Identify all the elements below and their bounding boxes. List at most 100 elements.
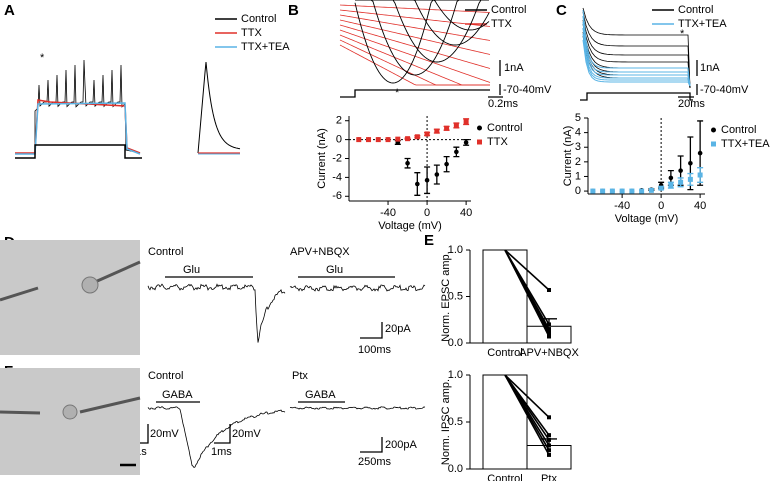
point [463,119,469,125]
y-tick-label: 1.0 [448,244,463,256]
trace [582,9,691,87]
trace [15,144,142,159]
y-axis-label: Norm. IPSC amp. [440,379,452,465]
agonist: GABA [162,389,193,401]
y-tick-label: -4 [332,171,342,183]
trace [339,14,491,41]
y-tick-label: 2 [336,115,342,127]
scale-label: 250ms [358,456,392,468]
scale-label: -70-40mV [503,84,552,96]
paired-line [504,249,550,291]
point [405,136,411,142]
legend-label: TTX+TEA [678,18,727,30]
legend-marker [477,125,482,131]
point [415,181,420,187]
trace [582,15,691,87]
y-axis-label: Current (nA) [562,126,574,187]
x-tick-label: -40 [614,200,630,212]
legend-label: TTX+TEA [721,138,770,150]
panel-label: A [4,2,15,19]
legend-label: Control [241,13,276,25]
y-tick-label: 3 [575,141,581,153]
point [590,188,596,194]
y-axis-label: Norm. EPSC amp. [440,251,452,341]
scale-bars [124,60,698,453]
point [678,179,684,185]
scale-bar [124,60,698,453]
point [434,128,440,134]
y-tick-label: 0.0 [448,463,463,475]
point [434,172,440,177]
agonist: Glu [183,264,200,276]
point [547,433,551,438]
trace [197,61,241,154]
point [609,188,615,194]
x-tick-label: 0 [424,207,430,219]
trace [15,102,141,155]
panel-label: E [424,232,434,249]
condition: APV+NBQX [290,246,350,258]
legend-marker [711,127,716,133]
trace [582,27,691,87]
pipette [0,260,141,415]
scale-label: 100ms [358,344,392,356]
trace [339,24,491,69]
trace [339,34,490,86]
trace [582,21,691,87]
trace [582,33,691,87]
trace [339,44,490,86]
y-tick-label: -2 [332,152,342,164]
point [414,134,420,140]
legend-label: Control [678,4,713,16]
point [463,140,469,145]
trace [582,7,691,89]
y-tick-label: 2 [575,156,581,168]
x-tick-label: APV+NBQX [519,347,579,359]
trace [355,0,489,63]
asterisk: * [40,52,45,64]
condition: Control [148,370,183,382]
scale-label: 20mV [150,428,179,440]
trace [355,0,490,31]
point [453,122,459,128]
point [547,452,551,457]
point [366,137,372,143]
trace [147,283,286,343]
paired-line [504,249,550,337]
scale-label: 20ms [678,98,705,110]
y-tick-label: 1 [575,170,581,182]
scale-label: 20pA [385,323,411,335]
point [547,287,551,292]
bar [482,249,528,344]
point [444,161,449,167]
condition: Control [148,246,183,258]
trace [289,406,426,410]
y-tick-label: 0.5 [448,290,463,302]
trace [580,92,693,101]
point [697,172,703,178]
point [547,334,551,339]
point [688,161,693,166]
x-axis-label: Voltage (mV) [378,220,442,232]
scale-label: 0.2ms [488,98,518,110]
point [395,136,401,142]
scale-label: -70-40mV [700,84,749,96]
x-tick-label: Control [487,347,522,359]
point [648,187,654,193]
x-tick-label: 40 [694,200,706,212]
asterisk: * [395,87,400,99]
y-tick-label: 1.0 [448,369,463,381]
trace [355,0,489,76]
point [639,188,645,194]
trace [147,406,286,468]
point [547,329,551,334]
trace [582,19,691,89]
panel-label: C [556,2,567,19]
point [424,131,430,137]
cell [62,404,78,420]
y-tick-label: 0.0 [448,337,463,349]
point [375,137,381,143]
paired-line [504,374,550,456]
scale-label: 1nA [504,62,524,74]
